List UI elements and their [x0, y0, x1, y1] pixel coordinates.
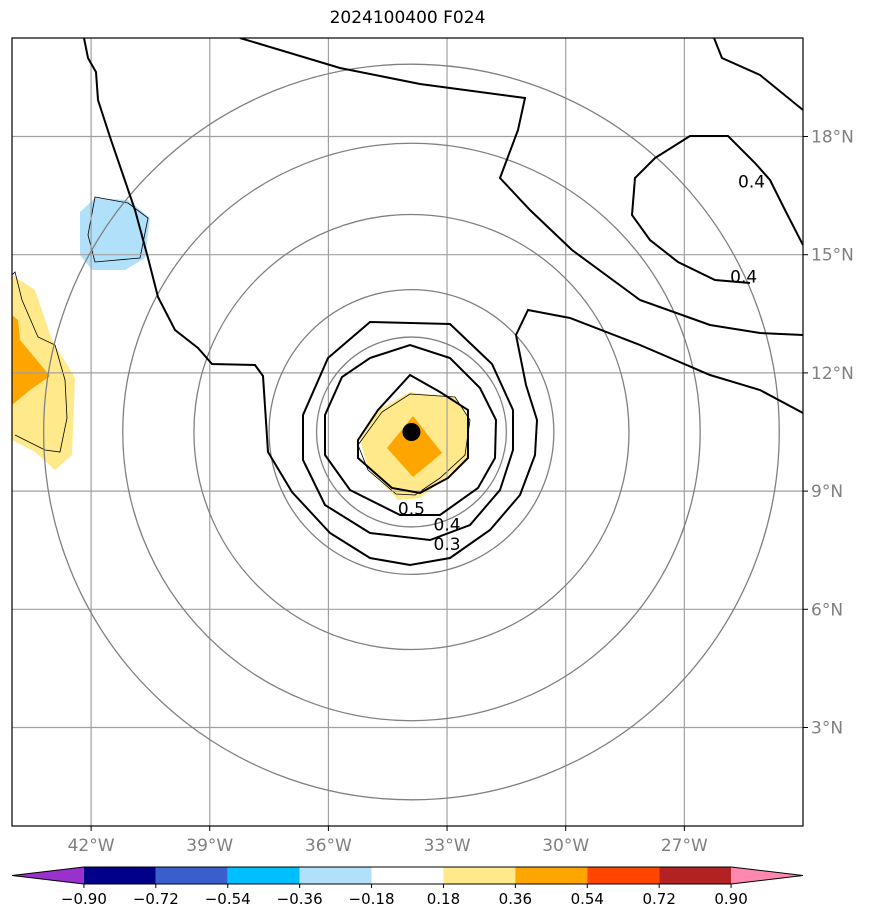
- map-plot-area: 0.50.40.30.40.4: [12, 38, 803, 826]
- range-rings: [42, 63, 780, 801]
- colorbar-swatch: [443, 867, 516, 884]
- graticule: [12, 38, 803, 826]
- colorbar-tick-label: −0.54: [205, 890, 251, 908]
- colorbar-swatch: [299, 867, 372, 884]
- contour-label: 0.4: [434, 516, 461, 536]
- colorbar-tick-label: 0.18: [427, 890, 460, 908]
- colorbar-tick-label: 0.54: [571, 890, 604, 908]
- contour-label: 0.4: [738, 173, 765, 193]
- colorbar-tick-label: 0.72: [642, 890, 675, 908]
- lon-label: 36°W: [305, 836, 352, 856]
- range-ring: [315, 336, 508, 528]
- contour-label: 0.3: [434, 535, 461, 555]
- colorbar-tick-label: −0.18: [349, 890, 395, 908]
- lat-label: 12°N: [811, 364, 854, 384]
- north-contour: [239, 38, 803, 336]
- colorbar-swatch: [227, 867, 300, 884]
- colorbar-swatch: [659, 867, 732, 884]
- center-orange-region: [387, 416, 442, 477]
- range-ring: [122, 142, 701, 722]
- lon-label: 39°W: [186, 836, 233, 856]
- longitude-labels: 42°W 39°W 36°W 33°W 30°W 27°W: [68, 836, 708, 856]
- blue-region: [80, 198, 150, 270]
- lon-label: 42°W: [68, 836, 115, 856]
- range-ring: [193, 213, 630, 651]
- ring-contour-03: [302, 320, 514, 542]
- ring-contour-05: [357, 373, 469, 495]
- contour-label: 0.4: [730, 267, 757, 287]
- ring-contour-04: [324, 343, 498, 516]
- colorbar-swatch: [515, 867, 588, 884]
- contour-label: 0.5: [398, 500, 425, 520]
- lon-label: 33°W: [424, 836, 471, 856]
- colorbar-tick-label: 0.90: [714, 890, 747, 908]
- blue-contour-thin: [87, 196, 149, 263]
- ne-low-contour: [630, 135, 803, 284]
- colorbar-tick-label: −0.90: [61, 890, 107, 908]
- black-contours: [83, 38, 803, 567]
- main-trough-contour: [83, 38, 803, 567]
- storm-center-marker: [402, 423, 421, 441]
- shaded-field: [12, 196, 471, 500]
- colorbar-swatch: [371, 867, 444, 884]
- range-ring: [268, 288, 555, 576]
- west-contour-thin: [12, 271, 68, 453]
- lon-label: 27°W: [661, 836, 708, 856]
- colorbar-swatch: [731, 867, 803, 884]
- center-contour-thin: [357, 393, 471, 496]
- lon-label: 30°W: [542, 836, 589, 856]
- latitude-labels: 18°N 15°N 12°N 9°N 6°N 3°N: [811, 128, 854, 739]
- map-title: 2024100400 F024: [329, 8, 486, 28]
- contour-labels: 0.50.40.30.40.4: [398, 173, 765, 555]
- plot-frame: [11, 37, 804, 827]
- colorbar: −0.90 −0.72 −0.54 −0.36 −0.18 0.18 0.36 0.54 0.7…: [11, 866, 804, 908]
- lat-label: 3°N: [811, 719, 843, 739]
- lat-label: 9°N: [811, 482, 843, 502]
- colorbar-swatch: [587, 867, 660, 884]
- range-ring: [42, 63, 780, 801]
- ne-contour: [713, 38, 803, 111]
- west-orange-region: [12, 315, 50, 405]
- colorbar-swatch: [12, 867, 84, 884]
- colorbar-tick-label: −0.36: [277, 890, 323, 908]
- colorbar-swatch: [155, 867, 228, 884]
- colorbar-tick-label: 0.36: [499, 890, 532, 908]
- colorbar-tick-label: −0.72: [133, 890, 179, 908]
- axis-ticks: [90, 136, 808, 831]
- lat-label: 15°N: [811, 246, 854, 266]
- lat-label: 18°N: [811, 128, 854, 148]
- colorbar-swatch: [83, 867, 156, 884]
- lat-label: 6°N: [811, 600, 843, 620]
